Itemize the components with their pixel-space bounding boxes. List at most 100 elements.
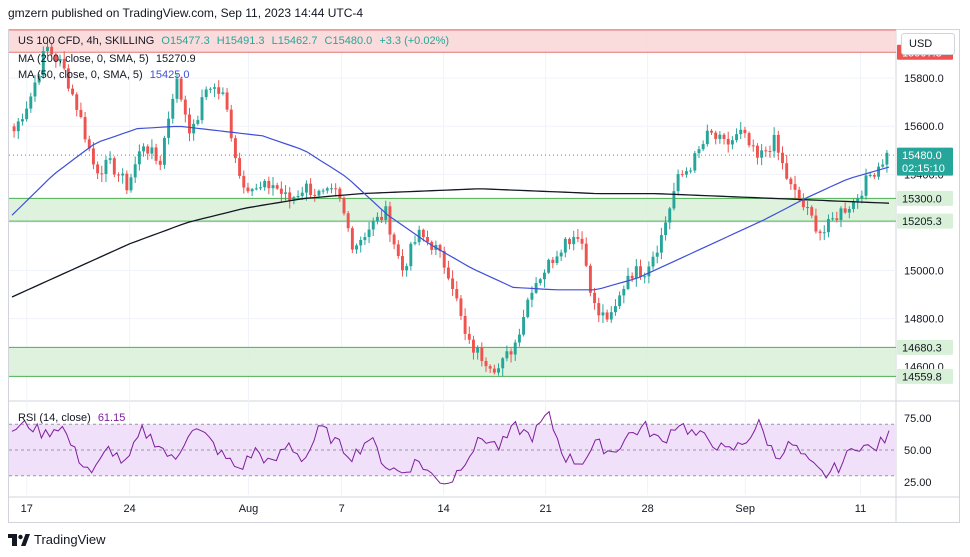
footer-brand-name: TradingView xyxy=(34,532,106,547)
candle-body xyxy=(459,298,463,316)
candle-body xyxy=(62,58,66,69)
candle-body xyxy=(25,108,29,120)
candle-body xyxy=(484,360,488,367)
candle-body xyxy=(154,147,158,161)
candle-body xyxy=(480,347,484,361)
candle-body xyxy=(279,188,283,194)
candle-body xyxy=(872,174,876,177)
price-tag-bg xyxy=(897,368,953,384)
symbol-title[interactable]: US 100 CFD, 4h, SKILLING xyxy=(18,35,155,47)
candle-body xyxy=(304,183,308,193)
candle-body xyxy=(158,160,162,165)
ma50-line xyxy=(11,125,890,291)
rsi-label: RSI (14, close) xyxy=(18,412,91,424)
candle-body xyxy=(730,140,734,145)
time-tick-label: 11 xyxy=(855,503,866,515)
candle-body xyxy=(856,198,860,202)
candle-body xyxy=(330,188,333,190)
candle-body xyxy=(129,177,133,191)
rsi-legend[interactable]: RSI (14, close) 61.15 xyxy=(18,412,129,424)
candle-body xyxy=(705,130,709,145)
candle-body xyxy=(83,117,87,140)
candle-body xyxy=(188,114,191,134)
ma200-legend[interactable]: MA (200, close, 0, SMA, 5) 15270.9 xyxy=(18,53,200,65)
candle-body xyxy=(584,243,588,266)
candle-body xyxy=(442,250,446,268)
candle-body xyxy=(676,174,680,192)
candle-body xyxy=(242,175,246,188)
price-tag-label: 15205.3 xyxy=(902,216,942,228)
candle-body xyxy=(292,197,296,201)
price-tick-label: 15600.0 xyxy=(904,121,944,133)
ma200-label: MA (200, close, 0, SMA, 5) xyxy=(18,53,149,65)
candle-body xyxy=(651,256,655,267)
candle-body xyxy=(643,276,647,278)
candle-body xyxy=(747,133,751,146)
ohlc-low: L15462.7 xyxy=(271,35,318,47)
candle-body xyxy=(772,134,776,152)
candle-body xyxy=(71,88,75,95)
candle-body xyxy=(317,190,321,196)
candle-body xyxy=(505,351,509,359)
candle-body xyxy=(789,178,793,185)
candle-body xyxy=(288,192,292,201)
candle-body xyxy=(137,151,141,165)
candle-body xyxy=(517,334,521,343)
candle-body xyxy=(513,342,517,355)
candle-body xyxy=(117,174,120,176)
candle-body xyxy=(142,146,146,152)
candle-body xyxy=(735,134,739,141)
candle-body xyxy=(12,126,16,132)
candle-body xyxy=(350,228,354,250)
candle-body xyxy=(296,195,300,198)
currency-selector[interactable]: USD xyxy=(901,33,955,55)
candle-body xyxy=(593,292,597,304)
candle-body xyxy=(338,188,342,199)
candle-body xyxy=(37,75,41,83)
candles-group xyxy=(12,42,889,377)
candle-body xyxy=(58,58,62,62)
candle-body xyxy=(246,187,250,192)
candle-body xyxy=(46,46,49,52)
candle-body xyxy=(87,139,91,149)
candle-body xyxy=(522,317,526,335)
candle-body xyxy=(313,194,317,196)
price-tag-label: 15300.0 xyxy=(902,193,942,205)
candle-body xyxy=(179,78,183,100)
time-tick-label: Aug xyxy=(239,503,259,515)
ma50-legend[interactable]: MA (50, close, 0, SMA, 5) 15425.0 xyxy=(18,69,194,81)
candle-body xyxy=(710,130,713,133)
candle-body xyxy=(555,256,559,264)
symbol-legend[interactable]: US 100 CFD, 4h, SKILLING O15477.3 H15491… xyxy=(18,35,453,47)
ma200-line xyxy=(11,188,890,298)
candle-body xyxy=(213,87,217,89)
candle-body xyxy=(684,171,688,175)
candle-body xyxy=(451,278,455,290)
candle-body xyxy=(618,295,622,307)
candle-body xyxy=(359,239,363,246)
candle-body xyxy=(576,237,580,239)
candle-body xyxy=(112,158,116,175)
candle-body xyxy=(263,180,267,188)
candle-body xyxy=(284,192,288,194)
candle-body xyxy=(104,159,108,174)
candle-body xyxy=(806,207,810,209)
candle-body xyxy=(822,232,826,234)
candle-body xyxy=(342,198,346,214)
price-tag-countdown: 02:15:10 xyxy=(902,163,945,175)
candle-body xyxy=(421,229,425,238)
candle-body xyxy=(538,279,542,284)
candle-body xyxy=(271,185,275,189)
candle-body xyxy=(91,148,95,165)
candle-body xyxy=(714,132,718,139)
ma50-label: MA (50, close, 0, SMA, 5) xyxy=(18,69,143,81)
time-tick-label: 14 xyxy=(438,503,450,515)
candle-body xyxy=(664,222,668,236)
candle-body xyxy=(547,259,551,273)
footer-brand[interactable]: TradingView xyxy=(8,532,106,547)
candle-body xyxy=(764,150,768,152)
candle-body xyxy=(726,138,730,145)
candle-body xyxy=(167,118,171,138)
candle-body xyxy=(672,191,676,209)
